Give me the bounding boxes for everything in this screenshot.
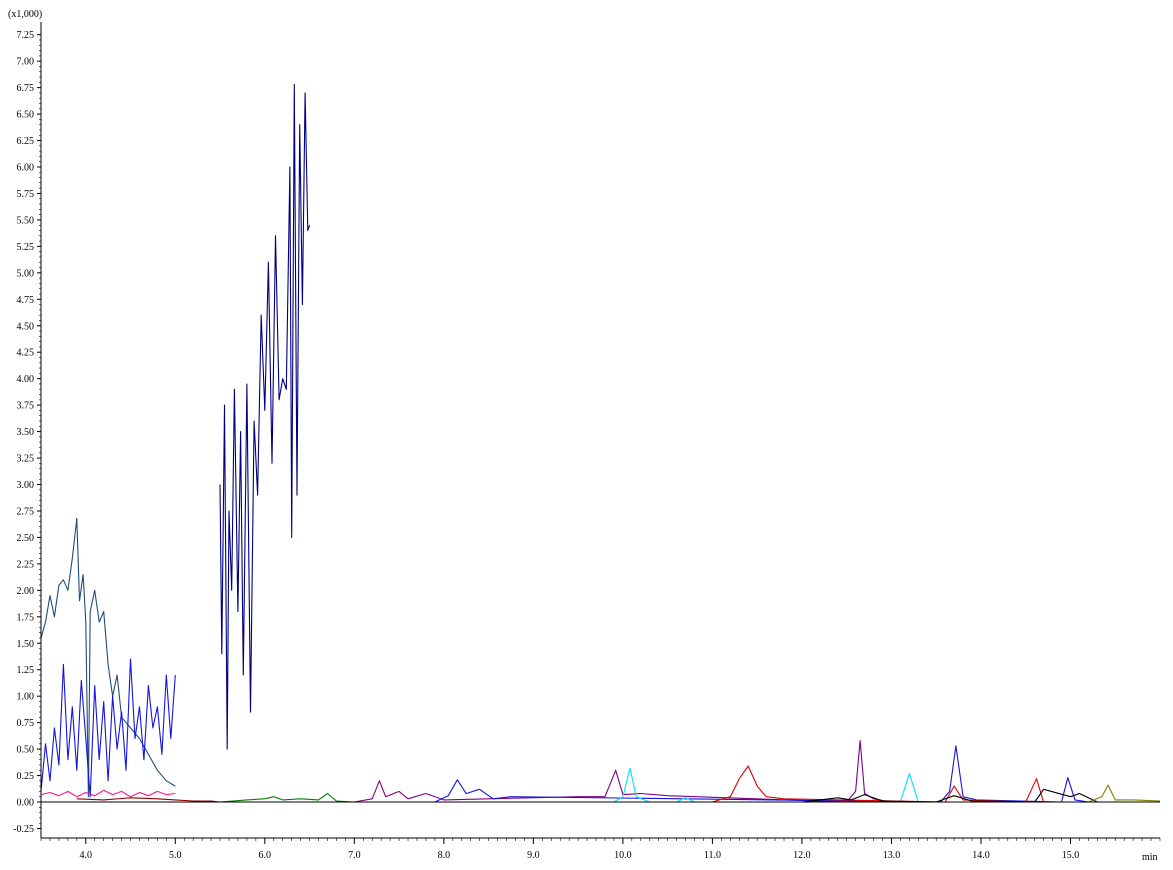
series-layer xyxy=(40,83,1161,803)
x-unit-label: min xyxy=(1142,852,1158,863)
y-tick-label: 3.75 xyxy=(17,401,35,412)
y-tick-label: 0.50 xyxy=(17,745,35,756)
y-tick-label: 3.25 xyxy=(17,454,35,465)
y-tick-label: 5.75 xyxy=(17,189,35,200)
x-tick-label: 6.0 xyxy=(259,850,272,861)
y-tick-label: 2.00 xyxy=(17,586,35,597)
y-tick-label: 0.25 xyxy=(17,771,35,782)
x-tick-label: 15.0 xyxy=(1062,850,1080,861)
y-tick-label: 6.75 xyxy=(17,83,35,94)
tick-layer: 7.257.006.756.506.256.005.755.505.255.00… xyxy=(13,30,1161,861)
x-tick-label: 9.0 xyxy=(527,850,540,861)
y-tick-label: 5.50 xyxy=(17,215,35,226)
y-tick-label: 1.50 xyxy=(17,639,35,650)
y-tick-label: 4.50 xyxy=(17,321,35,332)
y-tick-label: 6.25 xyxy=(17,136,35,147)
y-tick-label: 7.25 xyxy=(17,30,35,41)
axis-layer xyxy=(40,22,1160,839)
series-trace-blue-trace-7 xyxy=(434,745,1089,803)
y-tick-label: 1.25 xyxy=(17,665,35,676)
series-trace-teal-trace-0 xyxy=(40,517,176,798)
y-tick-label: 5.25 xyxy=(17,242,35,253)
x-tick-label: 14.0 xyxy=(972,850,990,861)
y-tick-label: -0.25 xyxy=(13,824,34,835)
y-tick-label: 6.50 xyxy=(17,110,35,121)
x-tick-label: 12.0 xyxy=(793,850,811,861)
y-multiplier-label: (x1,000) xyxy=(8,9,42,20)
x-tick-label: 11.0 xyxy=(704,850,721,861)
series-trace-olive-trace-11 xyxy=(1088,784,1161,803)
series-trace-pink-trace-3 xyxy=(40,789,176,798)
y-tick-label: 2.25 xyxy=(17,559,35,570)
series-trace-purple-trace-6 xyxy=(354,740,892,803)
x-tick-label: 13.0 xyxy=(883,850,901,861)
series-trace-red-trace-9 xyxy=(712,765,1045,803)
y-tick-label: 1.75 xyxy=(17,612,35,623)
y-tick-label: 4.75 xyxy=(17,295,35,306)
y-tick-label: 0.00 xyxy=(17,798,35,809)
series-trace-darkred-trace-4 xyxy=(76,797,221,803)
y-tick-label: 4.25 xyxy=(17,348,35,359)
y-tick-label: 3.00 xyxy=(17,480,35,491)
x-tick-label: 8.0 xyxy=(438,850,451,861)
y-tick-label: 7.00 xyxy=(17,57,35,68)
y-tick-label: 1.00 xyxy=(17,692,35,703)
series-trace-blue-trace-1 xyxy=(40,658,176,798)
y-tick-label: 0.75 xyxy=(17,718,35,729)
series-trace-green-trace-5 xyxy=(219,792,355,803)
series-trace-navy-trace-2 xyxy=(219,83,311,750)
y-tick-label: 2.50 xyxy=(17,533,35,544)
series-trace-black-trace-10 xyxy=(801,788,1098,803)
x-tick-label: 7.0 xyxy=(348,850,361,861)
x-tick-label: 5.0 xyxy=(169,850,182,861)
x-tick-label: 10.0 xyxy=(614,850,632,861)
y-tick-label: 5.00 xyxy=(17,268,35,279)
x-tick-label: 4.0 xyxy=(80,850,93,861)
y-tick-label: 3.50 xyxy=(17,427,35,438)
y-tick-label: 2.75 xyxy=(17,506,35,517)
y-tick-label: 6.00 xyxy=(17,162,35,173)
y-tick-label: 4.00 xyxy=(17,374,35,385)
